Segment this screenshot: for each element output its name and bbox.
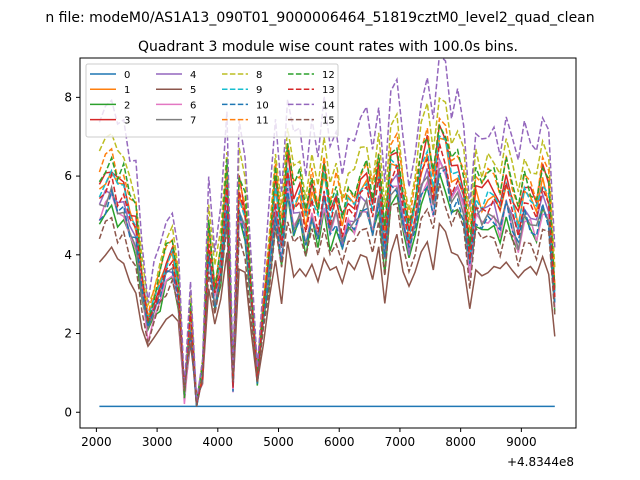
chart-title: Quadrant 3 module wise count rates with …: [138, 39, 518, 55]
series-line-10: [98, 167, 556, 407]
y-tick-label: 8: [64, 90, 72, 104]
x-axis: 2000 3000 4000 5000 6000 7000 8000 9000: [81, 428, 537, 449]
series-line-7: [99, 165, 556, 399]
legend-label-9: 9: [256, 85, 262, 96]
x-tick-label: 8000: [445, 435, 476, 449]
y-tick-label: 0: [64, 405, 72, 419]
legend-box: [85, 63, 339, 138]
x-tick-label: 5000: [263, 435, 294, 449]
series-line-11: [98, 116, 556, 400]
legend-label-2: 2: [124, 100, 130, 111]
x-tick-label: 9000: [506, 435, 537, 449]
legend-label-14: 14: [322, 100, 335, 111]
legend-label-3: 3: [124, 116, 130, 127]
series-line-15: [98, 183, 556, 407]
y-tick-label: 2: [64, 327, 72, 341]
y-axis: 0 2 4 6 8: [64, 90, 80, 419]
plot-area-frame: [79, 57, 577, 429]
series-line-6: [98, 160, 556, 405]
legend-label-5: 5: [190, 85, 196, 96]
legend-label-11: 11: [256, 116, 269, 127]
series-line-12: [98, 123, 556, 402]
figure-suptitle: n file: modeM0/AS1A13_090T01_9000006464_…: [45, 10, 594, 26]
y-tick-label: 4: [64, 248, 72, 262]
series-lines: [98, 58, 556, 408]
x-tick-label: 3000: [142, 435, 173, 449]
legend-label-0: 0: [124, 70, 130, 81]
legend-label-12: 12: [322, 70, 335, 81]
legend-label-1: 1: [124, 85, 130, 96]
x-tick-label: 4000: [203, 435, 234, 449]
x-tick-label: 2000: [81, 435, 112, 449]
series-line-8: [98, 96, 556, 404]
x-axis-offset-label: +4.8344e8: [507, 455, 574, 469]
x-tick-label: 6000: [324, 435, 355, 449]
x-tick-label: 7000: [385, 435, 416, 449]
legend-label-7: 7: [190, 116, 196, 127]
legend-label-4: 4: [190, 70, 196, 81]
legend-label-13: 13: [322, 85, 335, 96]
y-tick-label: 6: [64, 169, 72, 183]
series-line-13: [98, 143, 556, 404]
legend-label-8: 8: [256, 70, 262, 81]
legend-label-10: 10: [256, 100, 269, 111]
legend-label-6: 6: [190, 100, 196, 111]
series-line-5: [98, 221, 556, 397]
legend-label-15: 15: [322, 116, 335, 127]
series-line-9: [98, 134, 556, 407]
